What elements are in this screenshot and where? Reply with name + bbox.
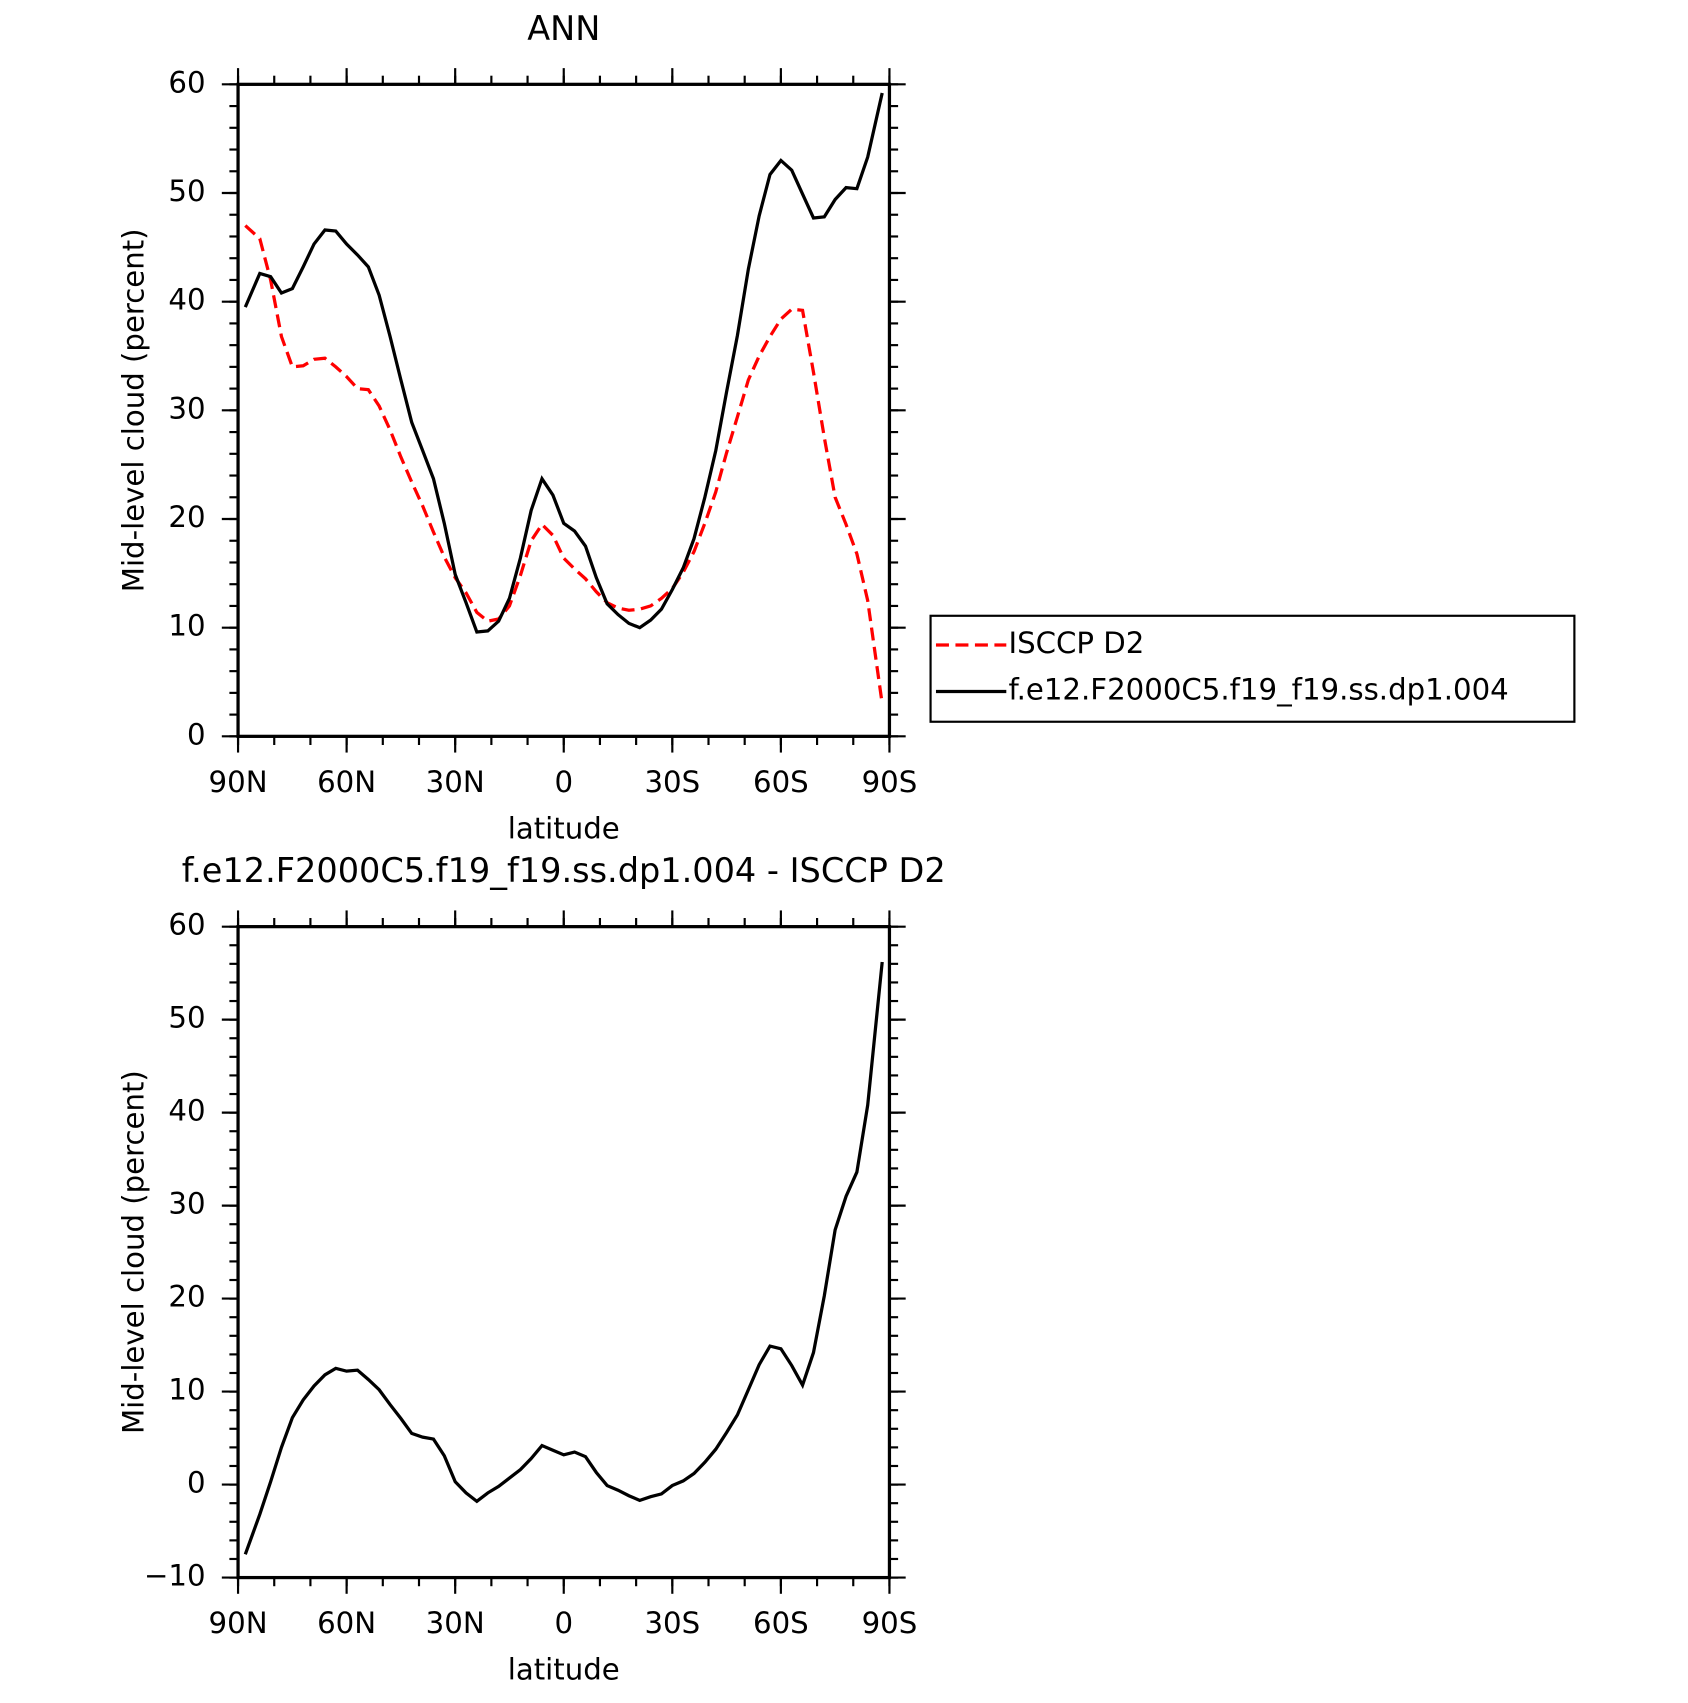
y-tick-label: 30 [168,1187,205,1221]
series-line [244,224,884,705]
chart-title: f.e12.F2000C5.f19_f19.ss.dp1.004 - ISCCP… [182,851,946,890]
x-axis-label: latitude [508,1653,620,1687]
x-tick-label: 30N [426,765,485,799]
y-tick-label: 50 [168,174,205,208]
x-tick-label: 90N [209,1606,268,1640]
x-tick-label: 90N [209,765,268,799]
x-tick-label: 30N [426,1606,485,1640]
y-axis-label: Mid-level cloud (percent) [116,1070,150,1434]
y-tick-label: 40 [168,283,205,317]
series-line [243,92,884,634]
legend-box [929,614,1576,723]
x-tick-label: 60N [317,1606,376,1640]
y-tick-label: 30 [168,391,205,425]
y-tick-label: 10 [168,1373,205,1407]
y-tick-label: 0 [187,1466,206,1500]
series-line [243,961,884,1555]
plot-frame [236,82,892,738]
y-axis-label: Mid-level cloud (percent) [116,228,150,592]
y-tick-label: 40 [168,1094,205,1128]
y-tick-label: 60 [168,908,205,942]
x-tick-label: 30S [644,1606,700,1640]
x-tick-label: 90S [862,765,918,799]
legend-label: ISCCP D2 [1008,626,1144,660]
x-tick-label: 60S [753,765,809,799]
chart-title: ANN [527,9,600,48]
x-tick-label: 0 [554,1606,573,1640]
y-tick-label: 0 [187,717,206,751]
x-axis-label: latitude [508,811,620,845]
y-tick-label: 20 [168,500,205,534]
x-tick-label: 30S [644,765,700,799]
x-tick-label: 0 [554,765,573,799]
x-tick-label: 60N [317,765,376,799]
x-tick-label: 90S [862,1606,918,1640]
y-tick-label: 60 [168,65,205,99]
y-tick-label: 50 [168,1001,205,1035]
legend-label: f.e12.F2000C5.f19_f19.ss.dp1.004 [1008,672,1508,706]
plot-frame [236,925,892,1580]
y-tick-label: 10 [168,609,205,643]
y-tick-label: −10 [144,1559,206,1593]
y-tick-label: 20 [168,1280,205,1314]
x-tick-label: 60S [753,1606,809,1640]
